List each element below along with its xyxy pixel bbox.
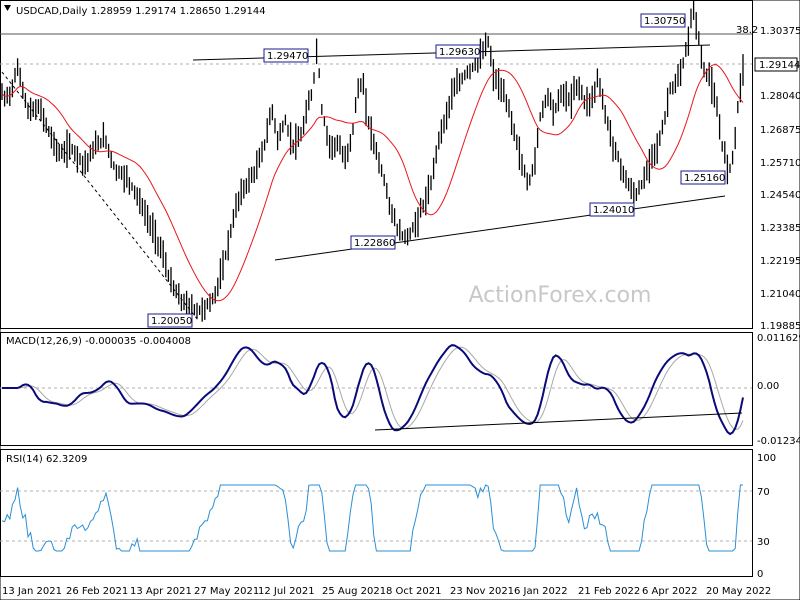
current-price-box — [754, 57, 798, 72]
macd-tick: 0.00 — [757, 381, 779, 392]
price-panel — [0, 0, 753, 329]
macd-title: MACD(12,26,9) -0.000035 -0.004008 — [6, 336, 191, 347]
date-tick: 20 May 2022 — [706, 586, 771, 597]
price-label: 1.30750 — [644, 16, 685, 27]
rsi-tick: 70 — [757, 487, 770, 498]
price-tick: 1.26875 — [760, 125, 800, 136]
rsi-tick: 0 — [757, 569, 763, 580]
rsi-title: RSI(14) 62.3209 — [6, 454, 87, 465]
downtrend-dashed-line[interactable] — [1, 71, 199, 321]
macd-line — [2, 344, 744, 436]
price-tick: 1.21040 — [760, 289, 800, 300]
price-label: 1.22860 — [354, 238, 395, 249]
date-tick: 26 Feb 2021 — [66, 586, 128, 597]
price-tick: 1.19885 — [760, 321, 800, 332]
price-tick: 1.25710 — [760, 158, 800, 169]
date-tick: 6 Jan 2022 — [514, 586, 568, 597]
rsi-panel — [0, 449, 753, 577]
date-tick: 12 Jul 2021 — [258, 586, 315, 597]
watermark: ActionForex.com — [469, 283, 652, 308]
price-annotations: 1.29470 1.29630 1.30750 1.22860 1.24010 … — [147, 13, 726, 328]
rsi-tick: 100 — [757, 453, 776, 464]
date-tick: 13 Jan 2021 — [2, 586, 62, 597]
date-tick: 27 May 2021 — [194, 586, 259, 597]
date-tick: 6 Apr 2022 — [642, 586, 697, 597]
macd-axis: 0.011629 0.00 -0.012348 — [757, 333, 800, 447]
x-axis: 13 Jan 2021 26 Feb 2021 13 Apr 2021 27 M… — [2, 586, 771, 597]
rsi-tick: 30 — [757, 537, 770, 548]
fib-label: 38.2 — [736, 25, 758, 36]
rsi-axis: 100 70 30 0 — [757, 453, 776, 580]
date-tick: 25 Aug 2021 — [322, 586, 386, 597]
date-tick: 8 Oct 2021 — [386, 586, 441, 597]
price-tick: 1.23385 — [760, 223, 800, 234]
chart-title: USDCAD,Daily 1.28959 1.29174 1.28650 1.2… — [16, 6, 266, 17]
macd-tick: -0.012348 — [757, 436, 800, 447]
price-tick: 1.28040 — [760, 91, 800, 102]
date-tick: 21 Feb 2022 — [578, 586, 640, 597]
price-tick: 1.22195 — [760, 256, 800, 267]
price-label: 1.29470 — [267, 51, 308, 62]
collapse-triangle-icon[interactable] — [4, 5, 11, 11]
macd-trendline[interactable] — [374, 412, 743, 431]
price-tick: 1.30375 — [760, 26, 800, 37]
macd-tick: 0.011629 — [757, 333, 800, 344]
price-label: 1.24010 — [593, 205, 634, 216]
current-price-label: 1.29144 — [759, 60, 800, 71]
date-tick: 13 Apr 2021 — [130, 586, 192, 597]
price-label: 1.20050 — [151, 316, 192, 327]
support-trendline[interactable] — [274, 195, 726, 261]
price-bars — [1, 0, 744, 322]
price-axis: 1.30375 1.29144 1.28040 1.26875 1.25710 … — [754, 26, 800, 332]
price-label: 1.29630 — [439, 47, 480, 58]
price-label: 1.25160 — [684, 173, 725, 184]
moving-average-line — [1, 63, 744, 302]
macd-panel — [0, 332, 753, 446]
price-tick: 1.24540 — [760, 190, 800, 201]
date-tick: 23 Nov 2021 — [450, 586, 514, 597]
rsi-line — [1, 484, 743, 552]
